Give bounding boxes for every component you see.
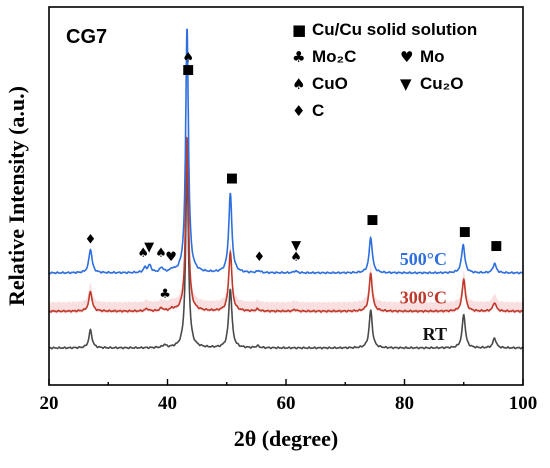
peak-marker: ♠ (290, 250, 302, 265)
peak-marker: ■ (366, 213, 378, 228)
legend-symbol-5: ♦ (292, 102, 305, 120)
series-500c-line (48, 28, 524, 275)
peak-marker: ♦ (85, 232, 97, 247)
legend-symbol-1: ♣ (292, 48, 305, 66)
legend-label-5: C (312, 101, 324, 120)
x-axis-title: 2θ (degree) (234, 426, 339, 451)
peak-marker: ♠ (155, 246, 167, 261)
series-500c: 500°C (48, 28, 524, 275)
legend-label-0: Cu/Cu solid solution (312, 20, 477, 39)
series-layer: RT 300°C 500°C (48, 28, 524, 350)
x-tick-label-80: 80 (395, 393, 414, 414)
x-axis-ticks: 20 40 60 80 100 (40, 379, 538, 414)
peak-marker: ▼ (144, 240, 154, 255)
peak-marker: ♦ (254, 250, 266, 265)
peak-marker: ■ (459, 224, 471, 239)
series-rt: RT (48, 165, 524, 350)
x-tick-label-20: 20 (40, 393, 59, 414)
series-300c-band (49, 129, 523, 314)
series-label-rt: RT (423, 324, 447, 344)
panel-label: CG7 (66, 26, 107, 48)
legend-label-1: Mo₂C (312, 47, 356, 66)
x-tick-label-60: 60 (277, 393, 296, 414)
series-label-500c: 500°C (400, 249, 447, 269)
legend-symbol-0: ■ (292, 21, 306, 39)
series-label-300c: 300°C (400, 287, 447, 307)
peak-marker: ♥ (165, 250, 177, 265)
legend-symbol-3: ♠ (292, 75, 305, 93)
peak-marker: ■ (490, 238, 502, 253)
legend-label-3: CuO (312, 74, 348, 93)
series-300c-line (48, 136, 524, 313)
peak-marker: ♠ (182, 51, 194, 66)
legend-symbol-4: ▼ (400, 75, 412, 93)
plot-frame (48, 6, 524, 386)
legend: ■ Cu/Cu solid solution ♣ Mo₂C ♥ Mo ♠ CuO ▼ Cu₂O ♦ C (292, 20, 477, 120)
peak-marker: ♣ (159, 287, 171, 302)
peak-marker: ▼ (291, 238, 301, 253)
series-300c: 300°C (48, 129, 524, 314)
legend-label-4: Cu₂O (420, 74, 463, 93)
y-axis-title: Relative Intensity (a.u.) (4, 86, 29, 306)
x-tick-label-40: 40 (158, 393, 177, 414)
peak-marker: ♠ (137, 246, 149, 261)
series-rt-line (48, 165, 524, 350)
x-tick-label-100: 100 (509, 393, 538, 414)
peak-marker-layer: ♦♠▼ ♠♥♣■♠■♦▼♠■■■ (85, 51, 503, 302)
peak-marker: ■ (182, 62, 194, 77)
legend-label-2: Mo (420, 47, 445, 66)
legend-symbol-2: ♥ (400, 48, 413, 66)
peak-marker: ■ (226, 171, 238, 186)
